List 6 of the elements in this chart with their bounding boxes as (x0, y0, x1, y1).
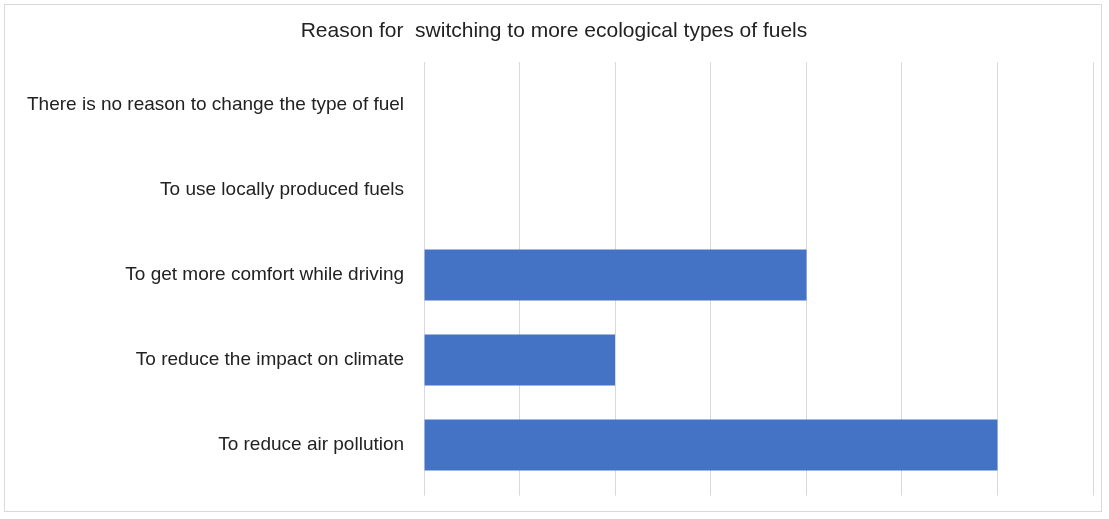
y-tick-label: To reduce air pollution (218, 433, 405, 455)
y-tick-label: There is no reason to change the type of fuel (27, 92, 405, 114)
y-tick-label: To reduce the impact on climate (135, 348, 405, 370)
y-tick-label: To use locally produced fuels (160, 178, 405, 200)
y-tick-label: To get more comfort while driving (125, 263, 405, 285)
chart-title: Reason for switching to more ecological types of fuels (300, 18, 808, 42)
